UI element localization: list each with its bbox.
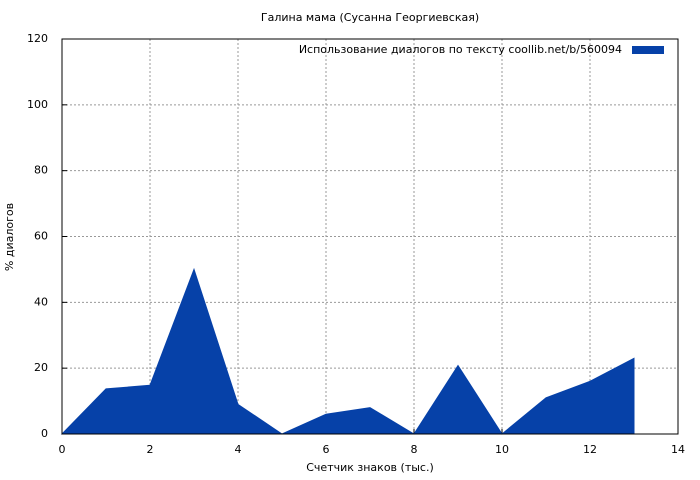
y-tick-label: 100: [27, 98, 48, 111]
legend-swatch: [632, 46, 664, 54]
x-tick-label: 4: [235, 443, 242, 456]
y-tick-label: 120: [27, 32, 48, 45]
legend-label: Использование диалогов по тексту coollib…: [299, 43, 622, 56]
x-tick-label: 10: [495, 443, 509, 456]
y-tick-label: 20: [34, 361, 48, 374]
x-tick-label: 0: [59, 443, 66, 456]
y-tick-label: 40: [34, 295, 48, 308]
x-tick-label: 2: [147, 443, 154, 456]
area: [60, 267, 635, 435]
y-tick-label: 80: [34, 164, 48, 177]
y-tick-label: 0: [41, 427, 48, 440]
x-tick-label: 8: [411, 443, 418, 456]
x-tick-label: 6: [323, 443, 330, 456]
x-tick-label: 14: [671, 443, 685, 456]
x-axis-label: Счетчик знаков (тыс.): [306, 461, 434, 474]
x-tick-label: 12: [583, 443, 597, 456]
plot-frame: [61, 38, 679, 435]
y-axis-label: % диалогов: [3, 203, 16, 271]
y-tick-label: 60: [34, 230, 48, 243]
chart-title: Галина мама (Сусанна Георгиевская): [261, 11, 479, 24]
